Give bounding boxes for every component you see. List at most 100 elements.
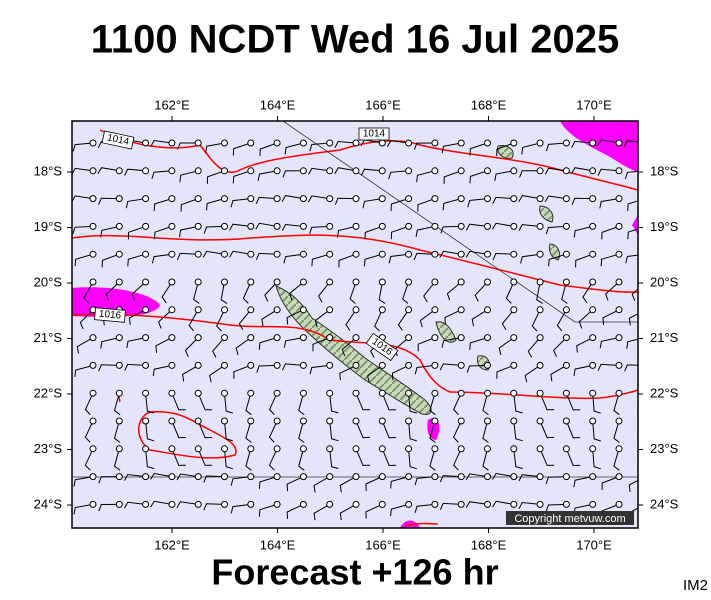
wind-barb xyxy=(150,500,172,508)
wind-barb xyxy=(126,337,146,349)
wind-barb xyxy=(224,393,234,414)
wind-barb xyxy=(496,364,514,379)
barb-station xyxy=(405,250,413,258)
barb-station xyxy=(642,446,648,452)
barb-station xyxy=(168,222,176,230)
wind-barb xyxy=(465,501,488,508)
wind-barb xyxy=(521,142,541,155)
wind-barb xyxy=(161,281,173,304)
barb-station xyxy=(562,306,570,314)
barb-station xyxy=(115,389,123,397)
barb-station xyxy=(115,473,123,481)
wind-barb xyxy=(76,337,94,354)
wind-barb xyxy=(309,364,330,375)
barb-station xyxy=(431,222,439,230)
wind-barb xyxy=(245,448,252,471)
wind-barb xyxy=(124,168,146,176)
barb-station xyxy=(273,139,281,147)
barb-station xyxy=(405,278,413,286)
wind-barb xyxy=(128,309,146,325)
barb-station xyxy=(142,361,150,369)
wind-barb xyxy=(153,198,173,211)
wind-barb xyxy=(150,139,172,147)
wind-barb xyxy=(467,198,488,208)
wind-barb xyxy=(570,167,593,174)
barb-station xyxy=(378,417,386,425)
wind-barb xyxy=(309,225,330,235)
high-area xyxy=(605,121,638,235)
barb-station xyxy=(562,361,570,369)
barb-station xyxy=(194,167,202,175)
barb-station xyxy=(273,306,281,314)
barb-station xyxy=(273,389,281,397)
barb-station xyxy=(142,473,150,481)
wind-barb xyxy=(230,476,251,486)
wind-barb xyxy=(281,363,304,371)
barb-station xyxy=(299,361,307,369)
wind-barb xyxy=(536,281,543,304)
barb-station xyxy=(89,167,97,175)
barb-station xyxy=(615,306,623,314)
wind-barb xyxy=(623,140,638,147)
barb-station xyxy=(510,500,518,508)
barb-station xyxy=(273,250,281,258)
wind-barb xyxy=(362,198,383,209)
barb-station xyxy=(562,195,570,203)
barb-station xyxy=(352,222,360,230)
wind-barb xyxy=(602,309,620,325)
barb-station xyxy=(536,389,544,397)
wind-barb xyxy=(197,393,213,411)
barb-station xyxy=(299,250,307,258)
barb-station xyxy=(405,389,413,397)
barb-station xyxy=(405,417,413,425)
barb-station xyxy=(642,223,648,229)
wind-barb xyxy=(298,393,305,416)
barb-station xyxy=(615,195,623,203)
wind-barb xyxy=(203,503,225,511)
wind-barb xyxy=(513,420,523,442)
wind-barb xyxy=(339,503,357,521)
wind-barb xyxy=(545,476,567,484)
wind-barb xyxy=(442,198,462,211)
lon-label: 168°E xyxy=(471,537,507,552)
wind-barb xyxy=(494,170,514,181)
barb-station xyxy=(89,334,97,342)
barb-station xyxy=(642,279,648,285)
wind-barb xyxy=(72,142,94,152)
wind-barb xyxy=(492,196,514,204)
barb-station xyxy=(299,500,307,508)
barb-station xyxy=(115,167,123,175)
barb-station xyxy=(405,473,413,481)
barb-station xyxy=(115,334,123,342)
barb-station xyxy=(510,445,518,453)
barb-station xyxy=(484,334,491,342)
barb-station xyxy=(352,306,360,314)
barb-station xyxy=(326,334,334,342)
wind-barb xyxy=(313,476,330,493)
wind-barb xyxy=(83,281,94,304)
barb-station xyxy=(89,139,97,147)
wind-barb xyxy=(637,463,638,467)
barb-station xyxy=(536,250,544,258)
barb-station xyxy=(562,278,570,286)
wind-barb xyxy=(341,337,357,357)
barb-station xyxy=(326,500,334,508)
wind-barb xyxy=(101,253,120,268)
barb-station xyxy=(194,361,202,369)
wind-barb xyxy=(545,225,567,235)
wind-barb xyxy=(203,475,225,483)
wind-barb xyxy=(238,309,252,331)
barb-station xyxy=(510,195,518,203)
barb-station xyxy=(247,278,255,286)
wind-barb xyxy=(355,393,371,411)
barb-station xyxy=(352,250,360,258)
wind-barb xyxy=(597,168,620,176)
barb-station xyxy=(168,445,176,453)
barb-station xyxy=(115,361,123,369)
lon-label: 170°E xyxy=(576,97,612,112)
barb-station xyxy=(642,418,648,424)
title: 1100 NCDT Wed 16 Jul 2025 xyxy=(91,18,619,62)
barb-station xyxy=(615,278,623,286)
wind-barb xyxy=(613,393,620,416)
wind-barb xyxy=(378,281,386,304)
